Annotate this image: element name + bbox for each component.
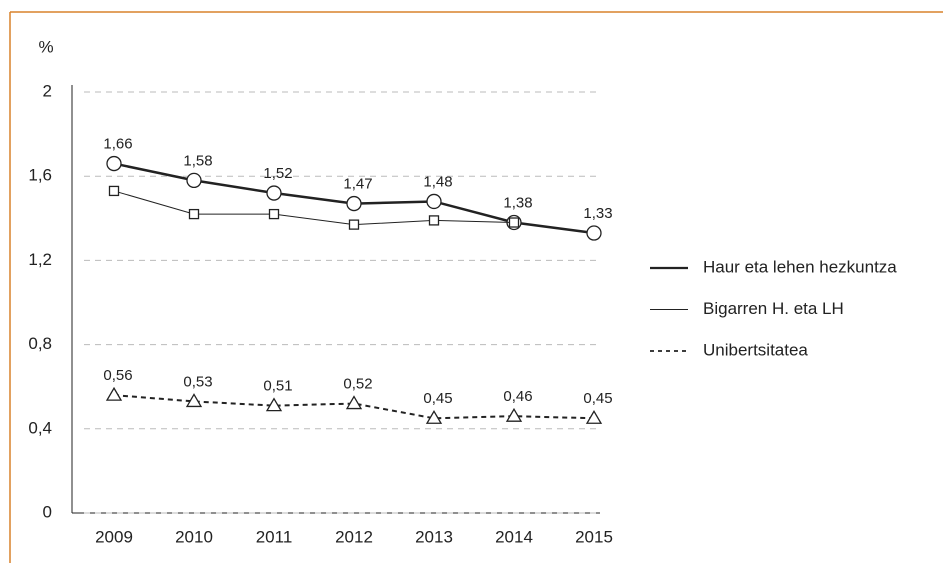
point <box>586 225 602 241</box>
x-tick-label: 2014 <box>495 527 533 546</box>
data-label: 0,52 <box>343 376 372 393</box>
point <box>585 409 603 424</box>
legend-label: Haur eta lehen hezkuntza <box>703 257 897 276</box>
point <box>185 393 203 408</box>
point <box>425 409 443 424</box>
x-tick-label: 2009 <box>95 527 133 546</box>
legend-label: Bigarren H. eta LH <box>703 299 844 318</box>
y-tick-label: 1,2 <box>28 250 52 269</box>
point <box>346 195 362 212</box>
point <box>428 215 440 226</box>
legend-label: Unibertsitatea <box>703 340 808 359</box>
data-label: 1,33 <box>583 205 612 222</box>
data-label: 1,47 <box>343 176 372 193</box>
data-label: 0,46 <box>503 388 532 405</box>
data-label: 0,45 <box>583 390 612 407</box>
point <box>105 386 123 401</box>
data-label: 1,48 <box>423 173 452 190</box>
y-tick-label: 0,8 <box>28 334 52 353</box>
y-tick-label: 2 <box>43 81 52 100</box>
x-tick-label: 2011 <box>256 527 293 546</box>
data-label: 0,45 <box>423 390 452 407</box>
point <box>108 185 120 197</box>
x-tick-label: 2015 <box>575 527 613 546</box>
x-tick-label: 2010 <box>175 527 213 546</box>
x-tick-label: 2013 <box>415 527 453 546</box>
x-tick-label: 2012 <box>335 527 373 546</box>
data-label: 1,66 <box>103 136 132 153</box>
data-label: 0,56 <box>103 367 132 384</box>
point <box>188 208 200 220</box>
point <box>265 397 283 412</box>
point <box>508 217 520 228</box>
data-label: 0,53 <box>183 373 212 390</box>
point <box>426 193 442 210</box>
y-tick-label: 0,4 <box>28 418 52 437</box>
y-tick-label: 0 <box>43 502 52 521</box>
point <box>505 407 523 422</box>
point <box>186 172 202 189</box>
y-axis-label: % <box>38 37 53 56</box>
data-label: 1,38 <box>503 194 532 211</box>
point <box>345 395 363 410</box>
point <box>348 219 360 230</box>
point <box>266 185 282 201</box>
y-tick-label: 1,6 <box>28 166 52 185</box>
data-label: 1,52 <box>263 165 292 182</box>
point <box>268 208 280 220</box>
point <box>106 155 122 172</box>
data-label: 0,51 <box>263 378 292 395</box>
data-label: 1,58 <box>183 152 212 169</box>
series-line <box>113 190 515 226</box>
